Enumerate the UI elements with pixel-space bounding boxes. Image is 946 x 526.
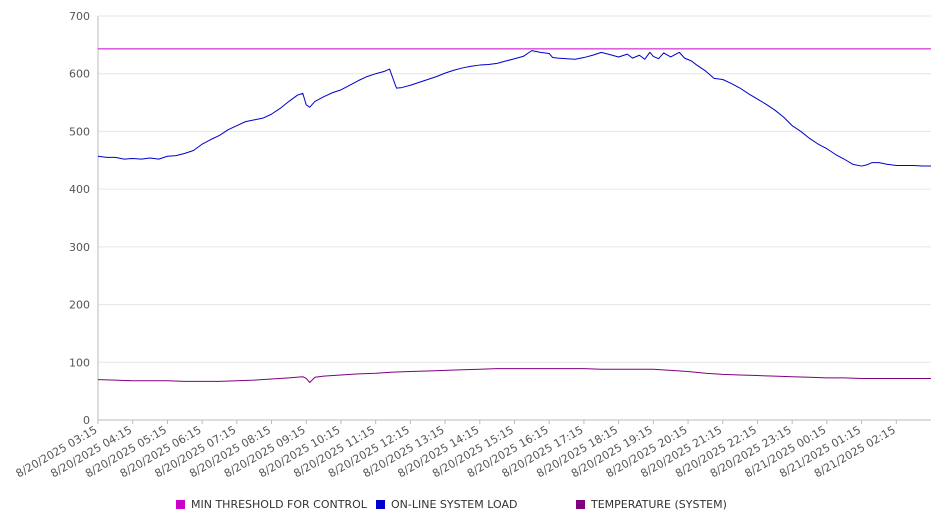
legend-label-online-system-load: ON-LINE SYSTEM LOAD bbox=[391, 498, 518, 511]
y-tick-label-5: 500 bbox=[69, 125, 90, 138]
legend-item-min-threshold[interactable]: MIN THRESHOLD FOR CONTROL bbox=[176, 498, 367, 511]
legend-swatch-min-threshold bbox=[176, 500, 185, 509]
legend-swatch-temperature bbox=[576, 500, 585, 509]
axes bbox=[97, 16, 931, 424]
series-line-1 bbox=[97, 50, 931, 167]
gridlines bbox=[98, 15, 931, 363]
legend-label-min-threshold: MIN THRESHOLD FOR CONTROL bbox=[191, 498, 367, 511]
legend-item-temperature[interactable]: TEMPERATURE (SYSTEM) bbox=[576, 498, 727, 511]
y-tick-label-1: 100 bbox=[69, 356, 90, 369]
y-tick-label-0: 0 bbox=[83, 414, 90, 427]
series-lines bbox=[97, 48, 931, 383]
y-tick-label-2: 200 bbox=[69, 299, 90, 312]
legend-label-temperature: TEMPERATURE (SYSTEM) bbox=[591, 498, 727, 511]
x-axis-ticks: 8/20/2025 03:158/20/2025 04:158/20/2025 … bbox=[14, 423, 898, 480]
y-tick-label-6: 600 bbox=[69, 68, 90, 81]
y-axis-ticks: 0 100 200 300 400 500 600 700 bbox=[69, 10, 90, 427]
legend-swatch-online-system-load bbox=[376, 500, 385, 509]
legend-item-online-system-load[interactable]: ON-LINE SYSTEM LOAD bbox=[376, 498, 517, 511]
y-tick-label-4: 400 bbox=[69, 183, 90, 196]
y-tick-label-7: 700 bbox=[69, 10, 90, 23]
series-line-2 bbox=[97, 368, 931, 383]
y-tick-label-3: 300 bbox=[69, 241, 90, 254]
